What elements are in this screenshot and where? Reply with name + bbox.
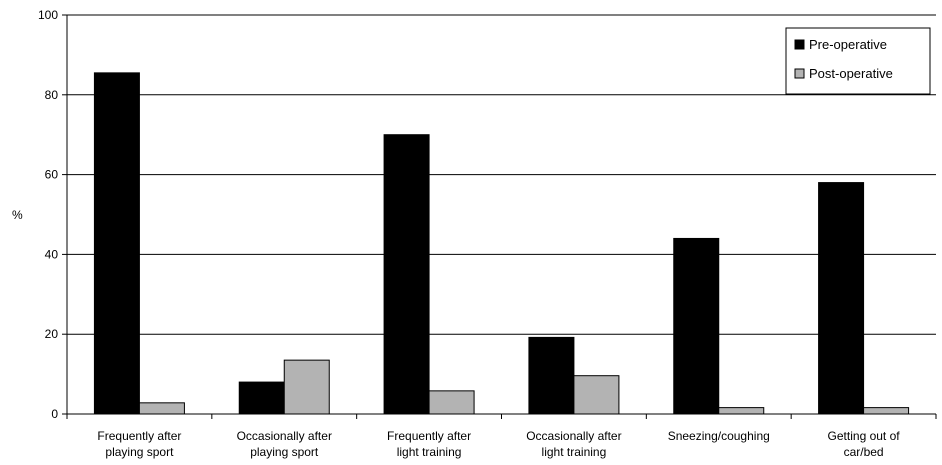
axes (66, 15, 937, 419)
bar-pre-operative (673, 237, 720, 415)
y-tick-label: 40 (45, 247, 59, 261)
y-tick-label: 20 (45, 327, 59, 341)
y-axis-label: % (12, 208, 23, 222)
x-category-label: Getting out of (828, 429, 901, 443)
legend-swatch (794, 39, 805, 50)
x-category-label: Sneezing/coughing (668, 429, 770, 443)
x-category-label: light training (542, 445, 607, 459)
x-category-label: playing sport (105, 445, 174, 459)
legend: Pre-operative Post-operative (785, 27, 931, 95)
bar-pre-operative (238, 381, 285, 415)
bar-pre-operative (93, 72, 140, 415)
x-category-label: Frequently after (97, 429, 181, 443)
gridlines (67, 14, 936, 335)
bar-post-operative (283, 359, 330, 415)
legend-swatch (794, 68, 805, 79)
x-category-label: playing sport (250, 445, 319, 459)
bar-post-operative (718, 407, 765, 415)
y-tick-label: 60 (45, 168, 59, 182)
x-category-label: Occasionally after (237, 429, 332, 443)
y-tick-label: 80 (45, 88, 59, 102)
bars (93, 72, 910, 415)
legend-box (785, 27, 931, 95)
legend-label: Post-operative (809, 66, 893, 81)
y-tick-label: 0 (51, 407, 58, 421)
x-category-label: Frequently after (387, 429, 471, 443)
y-axis-ticks: 0 20 40 60 80 100 (38, 8, 67, 421)
x-category-label: light training (397, 445, 462, 459)
bar-post-operative (428, 390, 475, 415)
y-tick-label: 100 (38, 8, 58, 22)
bar-post-operative (138, 402, 185, 415)
bar-pre-operative (818, 182, 865, 415)
bar-post-operative (573, 375, 620, 415)
x-category-label: car/bed (844, 445, 884, 459)
bar-pre-operative (383, 134, 430, 415)
x-category-label: Occasionally after (526, 429, 621, 443)
legend-label: Pre-operative (809, 37, 887, 52)
bar-post-operative (863, 407, 910, 415)
x-axis-category-labels: Frequently after playing sport Occasionall… (97, 429, 900, 459)
bar-pre-operative (528, 336, 575, 415)
